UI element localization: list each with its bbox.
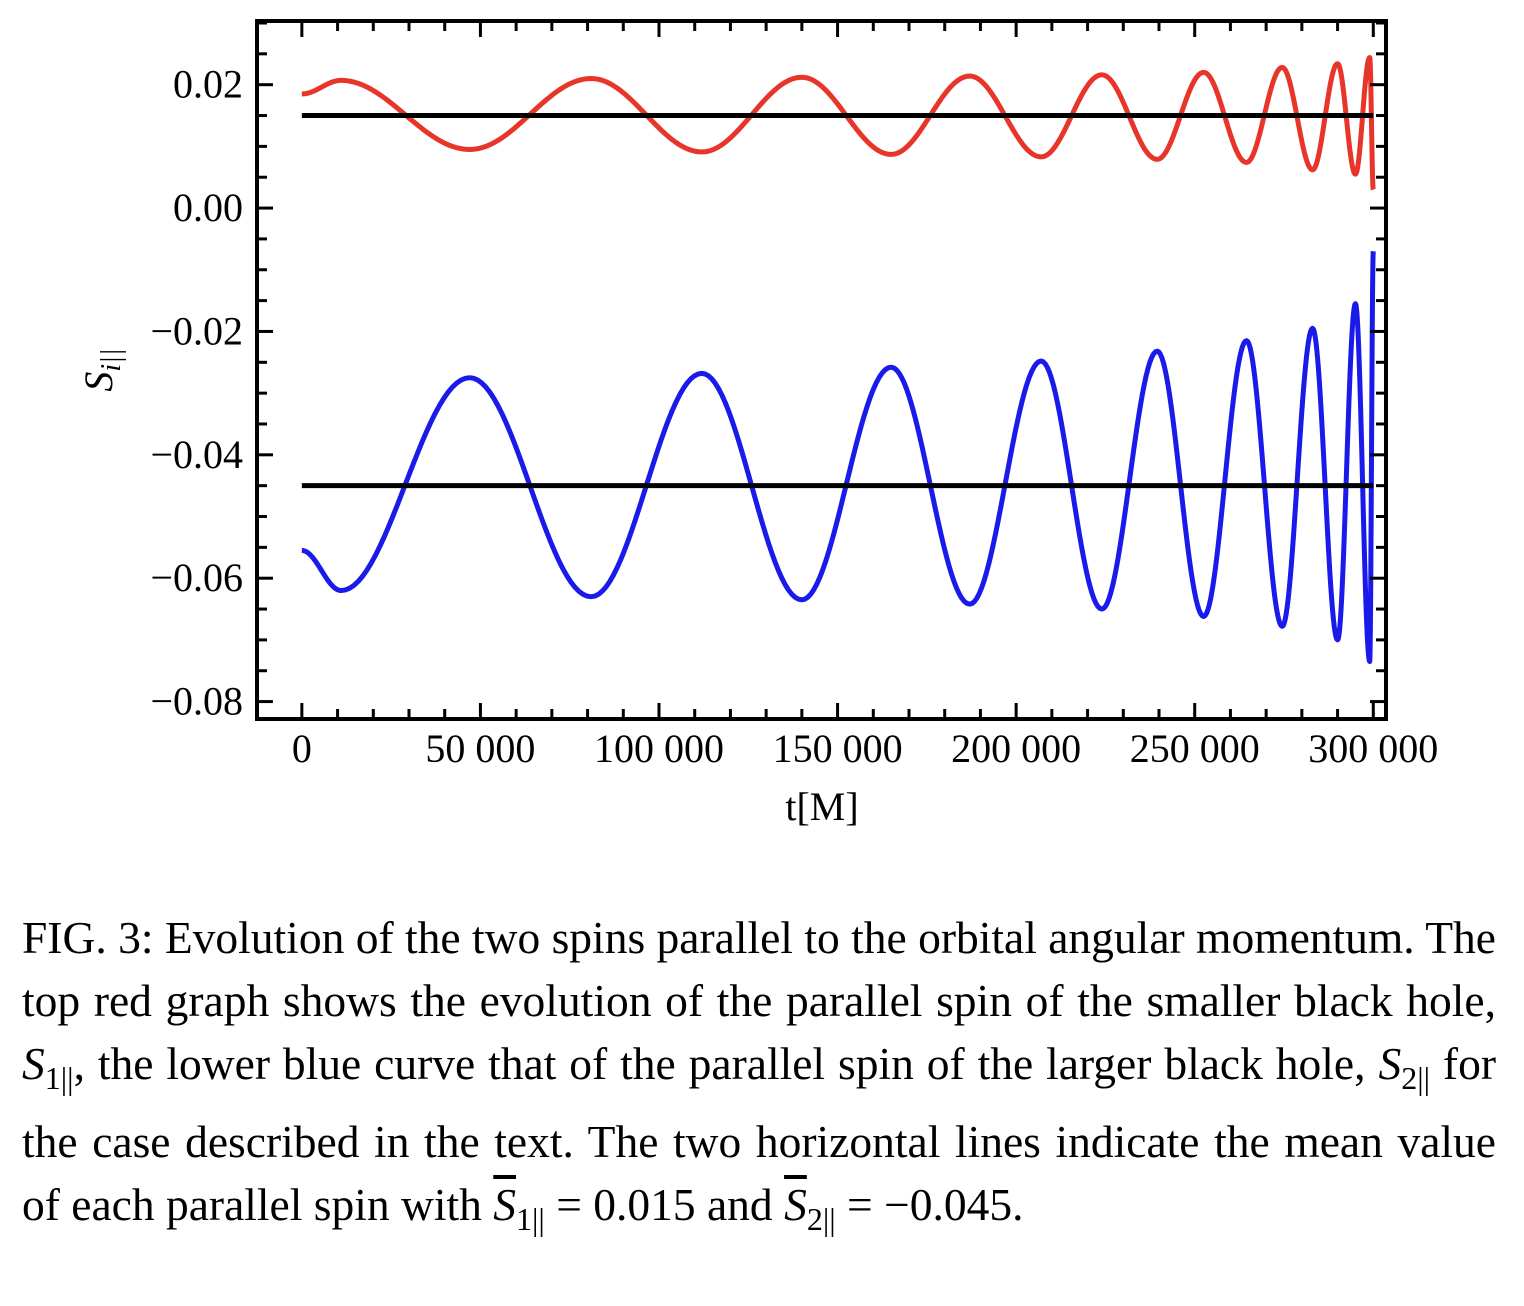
x-tick-label: 300 000 — [1308, 726, 1438, 771]
y-tick-label: −0.04 — [150, 432, 243, 477]
caption-lead: FIG. 3: Evolution of the two spins paral… — [22, 912, 1496, 1026]
caption-s2-subscript: 2|| — [1401, 1060, 1430, 1096]
x-axis-label: t[M] — [785, 784, 858, 829]
x-tick-label: 100 000 — [594, 726, 724, 771]
caption-mean2-symbol: S — [784, 1179, 807, 1230]
caption-mean2-subscript: 2|| — [806, 1201, 836, 1237]
caption-s1-symbol: S — [22, 1038, 45, 1089]
figure-caption: FIG. 3: Evolution of the two spins paral… — [22, 906, 1496, 1251]
caption-mean2-value: = −0.045. — [835, 1179, 1024, 1230]
tick-labels: 0 50 000 100 000 150 000 200 000 250 000 300 0… — [150, 62, 1438, 771]
y-tick-label: −0.02 — [150, 308, 243, 353]
caption-mean1-symbol: S — [493, 1179, 517, 1230]
caption-s2-symbol: S — [1378, 1038, 1402, 1089]
plot-frame — [255, 19, 1388, 721]
caption-mean1-value: = 0.015 and — [544, 1179, 785, 1230]
x-tick-label: 150 000 — [773, 726, 903, 771]
y-tick-label: 0.00 — [173, 185, 243, 230]
x-tick-label: 50 000 — [425, 726, 535, 771]
x-tick-label: 200 000 — [951, 726, 1081, 771]
caption-mid: , the lower blue curve that of the paral… — [73, 1038, 1366, 1089]
y-tick-label: −0.06 — [150, 555, 243, 600]
ticks-layer — [259, 21, 1384, 717]
y-axis-label-base: S — [76, 372, 121, 392]
spin-curve-1 — [300, 55, 1376, 192]
x-tick-label: 0 — [292, 726, 312, 771]
spin-evolution-chart: 0 50 000 100 000 150 000 200 000 250 000 300 0… — [76, 19, 1438, 829]
caption-mean1-subscript: 1|| — [516, 1201, 545, 1237]
caption-s1-subscript: 1|| — [44, 1060, 74, 1096]
y-tick-label: −0.08 — [150, 679, 243, 724]
y-axis-label: Si|| — [76, 348, 127, 391]
series-layer — [300, 55, 1376, 664]
y-tick-label: 0.02 — [173, 62, 243, 107]
x-tick-label: 250 000 — [1130, 726, 1260, 771]
spin-curve-2 — [300, 249, 1376, 664]
y-axis-label-sub: i|| — [96, 348, 127, 371]
caption-tail: for the case described in the text. The … — [22, 1038, 1496, 1230]
